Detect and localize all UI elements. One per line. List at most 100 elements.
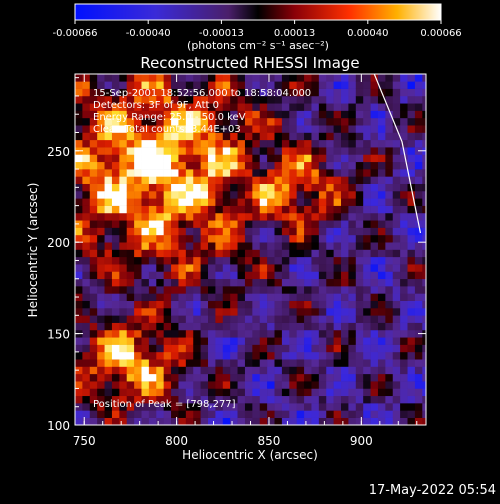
heatmap-cell: [111, 388, 120, 397]
heatmap-cell: [392, 132, 401, 141]
heatmap-cell: [385, 212, 394, 221]
heatmap-cell: [385, 293, 394, 301]
heatmap-cell: [333, 74, 342, 82]
heatmap-cell: [392, 359, 401, 367]
heatmap-cell: [355, 264, 364, 272]
heatmap-cell: [355, 88, 364, 97]
heatmap-cell: [326, 395, 334, 404]
heatmap-cell: [156, 381, 164, 389]
heatmap-cell: [414, 264, 423, 272]
heatmap-cell: [304, 256, 312, 265]
heatmap-cell: [75, 278, 83, 287]
heatmap-cell: [341, 191, 349, 199]
heatmap-cell: [363, 234, 371, 243]
heatmap-cell: [208, 81, 216, 89]
heatmap-cell: [326, 322, 334, 331]
heatmap-cell: [178, 198, 187, 206]
heatmap-cell: [163, 286, 172, 294]
heatmap-cell: [104, 395, 113, 404]
heatmap-cell: [370, 344, 379, 353]
heatmap-cell: [215, 176, 224, 184]
heatmap-cell: [348, 81, 357, 89]
heatmap-cell: [392, 329, 401, 338]
heatmap-cell: [318, 242, 327, 250]
heatmap-cell: [156, 198, 164, 206]
heatmap-cell: [363, 191, 371, 199]
heatmap-cell: [348, 337, 357, 345]
heatmap-cell: [119, 117, 128, 126]
heatmap-cell: [119, 344, 128, 353]
heatmap-cell: [237, 183, 246, 192]
heatmap-cell: [370, 403, 379, 411]
heatmap-cell: [222, 234, 231, 243]
heatmap-cell: [407, 359, 416, 367]
heatmap-cell: [318, 293, 327, 301]
heatmap-cell: [208, 205, 216, 214]
heatmap-cell: [134, 293, 142, 301]
heatmap-cell: [281, 132, 290, 141]
heatmap-cell: [370, 249, 379, 258]
heatmap-cell: [244, 366, 253, 375]
heatmap-cell: [259, 388, 268, 397]
heatmap-cell: [333, 249, 342, 258]
heatmap-cell: [385, 103, 394, 111]
heatmap-cell: [111, 212, 120, 221]
heatmap-cell: [185, 403, 194, 411]
heatmap-cell: [163, 300, 172, 309]
heatmap-cell: [407, 278, 416, 287]
heatmap-cell: [215, 300, 224, 309]
heatmap-cell: [244, 271, 253, 280]
heatmap-cell: [281, 403, 290, 411]
heatmap-cell: [400, 117, 408, 126]
heatmap-cell: [134, 388, 142, 397]
heatmap-cell: [104, 249, 113, 258]
heatmap-cell: [311, 264, 320, 272]
heatmap-cell: [304, 125, 312, 133]
heatmap-cell: [222, 395, 231, 404]
heatmap-cell: [333, 300, 342, 309]
heatmap-cell: [185, 256, 194, 265]
heatmap-cell: [392, 198, 401, 206]
heatmap-cell: [178, 417, 187, 425]
heatmap-cell: [193, 234, 201, 243]
heatmap-cell: [355, 198, 364, 206]
heatmap-cell: [134, 183, 142, 192]
heatmap-cell: [289, 169, 297, 177]
heatmap-cell: [311, 191, 320, 199]
heatmap-cell: [104, 337, 113, 345]
heatmap-cell: [252, 337, 261, 345]
heatmap-cell: [237, 381, 246, 389]
heatmap-cell: [296, 417, 305, 425]
heatmap-cell: [244, 359, 253, 367]
heatmap-cell: [422, 395, 426, 404]
heatmap-cell: [267, 249, 275, 258]
heatmap-cell: [89, 293, 98, 301]
heatmap-cell: [304, 117, 312, 126]
heatmap-cell: [333, 278, 342, 287]
heatmap-cell: [400, 395, 408, 404]
y-tick-label: 150: [47, 328, 70, 342]
heatmap-cell: [274, 373, 283, 382]
heatmap-cell: [318, 227, 327, 236]
heatmap-cell: [230, 139, 238, 148]
heatmap-cell: [274, 308, 283, 316]
colorbar-tick-label: 0.00013: [274, 28, 315, 39]
heatmap-cell: [208, 417, 216, 425]
heatmap-cell: [75, 337, 83, 345]
heatmap-cell: [400, 81, 408, 89]
heatmap-cell: [385, 220, 394, 228]
heatmap-cell: [252, 256, 261, 265]
heatmap-cell: [363, 95, 371, 104]
heatmap-cell: [392, 95, 401, 104]
heatmap-cell: [400, 315, 408, 323]
heatmap-cell: [318, 403, 327, 411]
heatmap-cell: [304, 249, 312, 258]
heatmap-cell: [141, 147, 150, 155]
heatmap-cell: [267, 227, 275, 236]
heatmap-cell: [148, 220, 157, 228]
heatmap-cell: [385, 198, 394, 206]
heatmap-cell: [281, 81, 290, 89]
heatmap-cell: [318, 373, 327, 382]
heatmap-cell: [363, 337, 371, 345]
heatmap-cell: [97, 161, 105, 170]
